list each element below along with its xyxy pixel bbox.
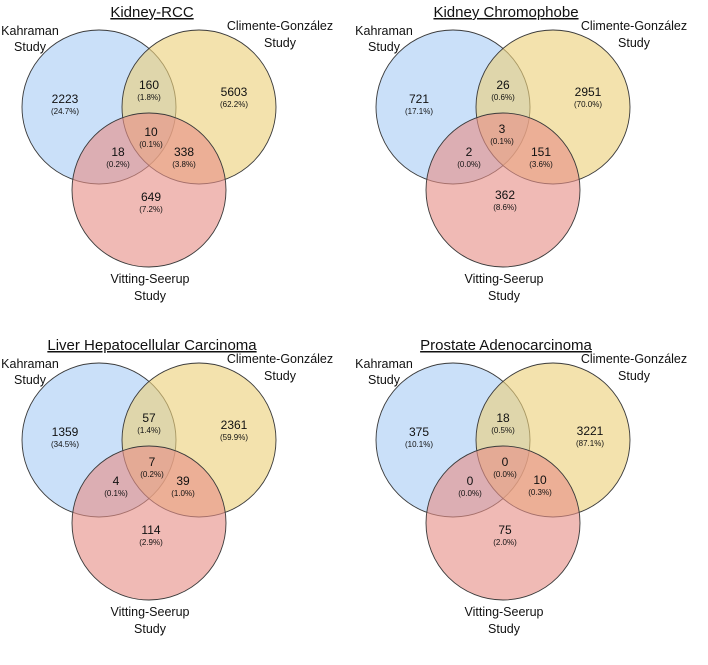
region-count-ac: 2 xyxy=(466,145,473,159)
set-label-c-line1: Vitting-Seerup xyxy=(111,605,190,619)
region-count-c-only: 362 xyxy=(495,188,515,202)
region-count-abc: 7 xyxy=(149,455,156,469)
region-count-a-only: 721 xyxy=(409,92,429,106)
set-label-b-line1: Climente-González xyxy=(227,19,333,33)
region-pct-abc: (0.2%) xyxy=(140,470,164,479)
set-label-b-line1: Climente-González xyxy=(581,352,687,366)
circle-vitting-seerup xyxy=(71,445,227,601)
set-label-a-line1: Kahraman xyxy=(355,357,413,371)
region-pct-bc: (3.6%) xyxy=(529,160,553,169)
circle-vitting-seerup xyxy=(425,445,581,601)
region-pct-a-only: (17.1%) xyxy=(405,107,433,116)
set-label-c-line2: Study xyxy=(134,622,167,636)
set-label-a-line1: Kahraman xyxy=(1,357,59,371)
region-count-bc: 338 xyxy=(174,145,194,159)
region-count-abc: 10 xyxy=(144,125,158,139)
set-label-a-line2: Study xyxy=(14,373,47,387)
region-count-bc: 39 xyxy=(176,474,190,488)
region-count-c-only: 114 xyxy=(141,523,160,537)
set-label-a-line1: Kahraman xyxy=(1,24,59,38)
region-pct-c-only: (8.6%) xyxy=(493,203,517,212)
region-count-abc: 3 xyxy=(499,122,506,136)
region-count-ab: 160 xyxy=(139,78,159,92)
region-count-ac: 18 xyxy=(111,145,125,159)
set-label-a-line2: Study xyxy=(368,40,401,54)
region-count-a-only: 375 xyxy=(409,425,429,439)
region-count-b-only: 2361 xyxy=(221,418,248,432)
region-pct-ac: (0.0%) xyxy=(457,160,481,169)
region-pct-ab: (1.4%) xyxy=(137,426,161,435)
circle-vitting-seerup xyxy=(425,112,581,268)
region-count-ab: 18 xyxy=(496,411,510,425)
region-pct-b-only: (70.0%) xyxy=(574,100,602,109)
region-count-bc: 151 xyxy=(531,145,551,159)
region-pct-bc: (3.8%) xyxy=(172,160,196,169)
set-label-a-line2: Study xyxy=(368,373,401,387)
region-pct-a-only: (10.1%) xyxy=(405,440,433,449)
set-label-b-line2: Study xyxy=(618,36,651,50)
set-label-c-line2: Study xyxy=(488,289,521,303)
circle-vitting-seerup xyxy=(71,112,227,268)
panel-title: Kidney Chromophobe xyxy=(433,4,578,21)
venn-panel-2: Kidney Chromophobe Kahraman Study Climente-… xyxy=(355,4,687,303)
set-label-b-line2: Study xyxy=(264,36,297,50)
region-pct-ac: (0.0%) xyxy=(458,489,482,498)
region-count-c-only: 649 xyxy=(141,190,161,204)
set-label-b-line2: Study xyxy=(264,369,297,383)
region-pct-ab: (0.6%) xyxy=(491,93,515,102)
region-count-a-only: 1359 xyxy=(52,425,79,439)
region-pct-b-only: (59.9%) xyxy=(220,433,248,442)
region-count-bc: 10 xyxy=(533,473,547,487)
venn-panel-1: Kidney-RCC Kahraman Study Climente-González… xyxy=(1,4,333,303)
set-label-b-line1: Climente-González xyxy=(227,352,333,366)
panel-title: Prostate Adenocarcinoma xyxy=(420,337,592,354)
region-count-abc: 0 xyxy=(502,455,509,469)
region-count-ac: 4 xyxy=(113,474,120,488)
set-label-b-line2: Study xyxy=(618,369,651,383)
set-label-a-line2: Study xyxy=(14,40,47,54)
region-pct-a-only: (24.7%) xyxy=(51,107,79,116)
venn-panel-4: Prostate Adenocarcinoma Kahraman Study Clim… xyxy=(355,337,687,636)
region-count-b-only: 2951 xyxy=(575,85,602,99)
set-label-c-line2: Study xyxy=(134,289,167,303)
region-pct-a-only: (34.5%) xyxy=(51,440,79,449)
region-pct-abc: (0.1%) xyxy=(490,137,514,146)
region-pct-ab: (0.5%) xyxy=(491,426,515,435)
region-count-ab: 57 xyxy=(142,411,156,425)
region-pct-abc: (0.1%) xyxy=(139,140,163,149)
region-pct-abc: (0.0%) xyxy=(493,470,517,479)
region-pct-bc: (0.3%) xyxy=(528,488,552,497)
region-pct-ac: (0.2%) xyxy=(106,160,130,169)
region-count-ac: 0 xyxy=(467,474,474,488)
region-pct-ab: (1.8%) xyxy=(137,93,161,102)
region-pct-c-only: (2.0%) xyxy=(493,538,517,547)
region-count-a-only: 2223 xyxy=(52,92,79,106)
region-pct-c-only: (7.2%) xyxy=(139,205,163,214)
set-label-c-line1: Vitting-Seerup xyxy=(111,272,190,286)
set-label-a-line1: Kahraman xyxy=(355,24,413,38)
region-pct-c-only: (2.9%) xyxy=(139,538,163,547)
region-pct-b-only: (62.2%) xyxy=(220,100,248,109)
region-count-c-only: 75 xyxy=(498,523,512,537)
set-label-c-line2: Study xyxy=(488,622,521,636)
region-pct-ac: (0.1%) xyxy=(104,489,128,498)
set-label-c-line1: Vitting-Seerup xyxy=(465,605,544,619)
region-count-b-only: 3221 xyxy=(577,424,604,438)
set-label-c-line1: Vitting-Seerup xyxy=(465,272,544,286)
panel-title: Liver Hepatocellular Carcinoma xyxy=(47,337,257,354)
region-pct-b-only: (87.1%) xyxy=(576,439,604,448)
region-count-ab: 26 xyxy=(496,78,510,92)
region-count-b-only: 5603 xyxy=(221,85,248,99)
region-pct-bc: (1.0%) xyxy=(171,489,195,498)
panel-title: Kidney-RCC xyxy=(110,4,194,21)
venn-panel-3: Liver Hepatocellular Carcinoma Kahraman St… xyxy=(1,337,333,636)
set-label-b-line1: Climente-González xyxy=(581,19,687,33)
